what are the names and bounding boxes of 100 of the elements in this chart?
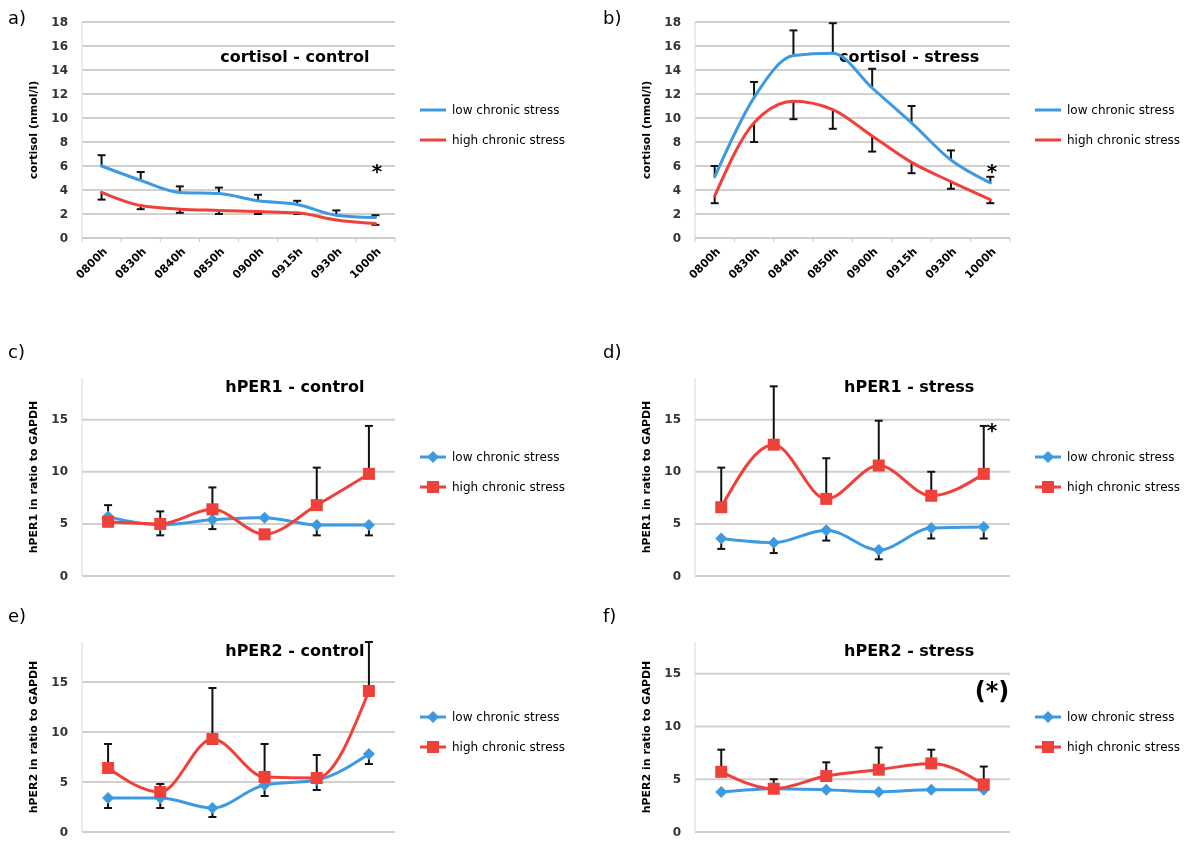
y-tick-label: 5	[59, 516, 68, 531]
y-tick-label: 2	[59, 206, 68, 221]
point	[362, 467, 375, 480]
y-tick-label: 15	[51, 674, 68, 689]
y-tick-label: 5	[59, 774, 68, 789]
text: f)	[603, 605, 617, 626]
y-tick-label: 2	[672, 206, 681, 221]
y-tick-label: 10	[664, 464, 681, 479]
point	[925, 757, 938, 770]
y-tick-label: 5	[672, 516, 681, 531]
y-tick-label: 0	[672, 568, 681, 583]
annotation: *	[986, 158, 998, 183]
point	[872, 543, 885, 556]
y-axis-title: cortisol (nmol/l)	[640, 80, 653, 180]
legend-label: low chronic stress	[452, 449, 560, 464]
point	[258, 511, 271, 524]
legend-label: low chronic stress	[452, 709, 560, 724]
point	[925, 783, 938, 796]
y-tick-label: 4	[59, 182, 68, 197]
y-tick-label: 0	[672, 230, 681, 245]
chart-title: hPER1 - stress	[844, 377, 975, 396]
text: cortisol - control	[220, 47, 370, 66]
point	[362, 748, 375, 760]
y-tick-label: 10	[664, 110, 681, 125]
point	[872, 763, 885, 776]
y-tick-label: 12	[51, 86, 68, 101]
legend-label: low chronic stress	[1067, 449, 1175, 464]
text: b)	[603, 7, 622, 28]
legend-label: high chronic stress	[1067, 739, 1181, 754]
y-tick-label: 10	[51, 464, 68, 479]
y-tick-label: 12	[664, 86, 681, 101]
point	[715, 532, 728, 545]
y-tick-label: 8	[59, 134, 68, 149]
y-tick-label: 0	[59, 568, 68, 583]
text: a)	[8, 7, 27, 28]
y-tick-label: 0	[59, 230, 68, 245]
y-tick-label: 18	[664, 14, 681, 29]
point	[715, 785, 728, 798]
point	[820, 524, 833, 537]
legend-label: low chronic stress	[1067, 709, 1175, 724]
point	[715, 765, 728, 778]
y-axis-title: hPER2 in ratio to GAPDH	[640, 660, 653, 814]
y-tick-label: 10	[664, 718, 681, 733]
point	[362, 685, 375, 697]
legend-label: high chronic stress	[1067, 479, 1181, 494]
y-axis-title: hPER1 in ratio to GAPDH	[27, 400, 40, 554]
point	[258, 528, 271, 541]
y-tick-label: 6	[672, 158, 681, 173]
point	[154, 786, 167, 798]
point	[925, 489, 938, 502]
y-tick-label: 15	[664, 666, 681, 681]
point	[872, 459, 885, 472]
y-axis-title: cortisol (nmol/l)	[27, 80, 40, 180]
y-tick-label: 10	[51, 110, 68, 125]
text: d)	[603, 341, 622, 362]
point	[206, 802, 219, 814]
point	[977, 778, 990, 791]
point	[715, 501, 728, 514]
chart-title: hPER1 - control	[225, 377, 365, 396]
line-series	[100, 190, 377, 226]
y-tick-label: 18	[51, 14, 68, 29]
point	[102, 762, 115, 774]
y-axis-title: hPER2 in ratio to GAPDH	[27, 660, 40, 814]
chart-title: hPER2 - control	[225, 641, 365, 660]
point	[820, 770, 833, 783]
annotation: *	[986, 418, 998, 443]
y-tick-label: 4	[672, 182, 681, 197]
y-tick-label: 6	[59, 158, 68, 173]
point	[820, 783, 833, 796]
y-tick-label: 10	[51, 724, 68, 739]
text: c)	[8, 341, 25, 362]
text: cortisol - stress	[839, 47, 980, 66]
point	[310, 499, 323, 512]
y-tick-label: 16	[664, 38, 681, 53]
y-tick-label: 0	[59, 824, 68, 839]
y-tick-label: 14	[664, 62, 681, 77]
point	[820, 492, 833, 505]
point	[206, 733, 219, 745]
y-tick-label: 15	[51, 412, 68, 427]
point	[767, 438, 780, 451]
y-tick-label: 5	[672, 771, 681, 786]
y-axis-title: hPER1 in ratio to GAPDH	[640, 400, 653, 554]
y-tick-label: 0	[672, 824, 681, 839]
legend-label: low chronic stress	[452, 102, 560, 117]
annotation: (*)	[974, 677, 1010, 705]
y-tick-label: 8	[672, 134, 681, 149]
legend-label: high chronic stress	[452, 132, 566, 147]
text: e)	[8, 605, 27, 626]
point	[258, 771, 271, 783]
legend-label: high chronic stress	[1067, 132, 1181, 147]
point	[102, 515, 115, 528]
annotation: *	[371, 158, 383, 183]
point	[977, 467, 990, 480]
chart-title: hPER2 - stress	[844, 641, 975, 660]
legend-label: high chronic stress	[452, 479, 566, 494]
y-tick-label: 15	[664, 412, 681, 427]
legend-label: low chronic stress	[1067, 102, 1175, 117]
point	[206, 503, 219, 516]
y-tick-label: 14	[51, 62, 68, 77]
y-tick-label: 16	[51, 38, 68, 53]
